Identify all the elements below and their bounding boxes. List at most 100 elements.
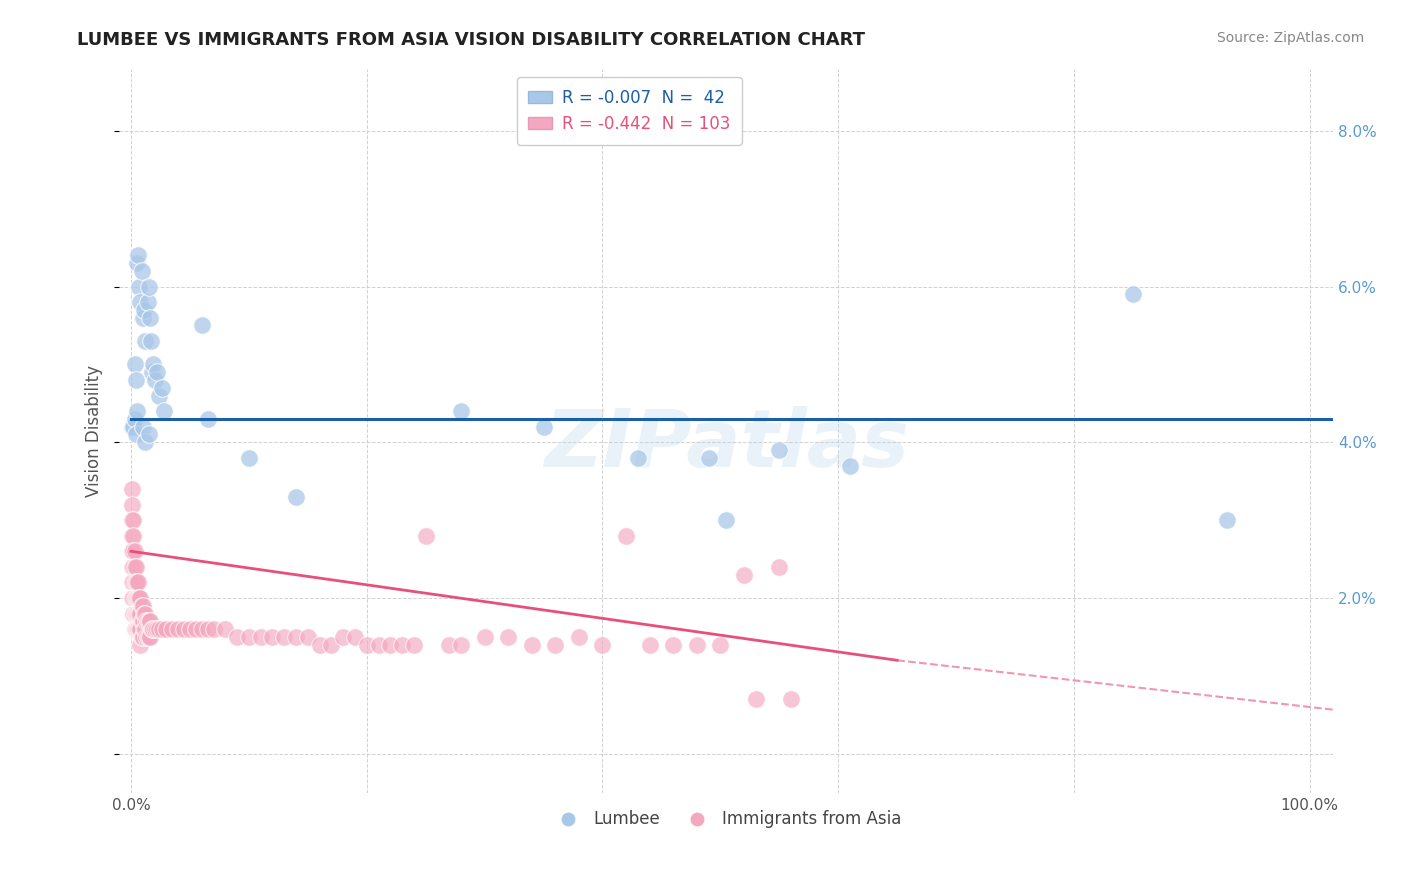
Point <box>132 599 155 613</box>
Point <box>135 615 157 629</box>
Point <box>125 427 148 442</box>
Point <box>744 692 766 706</box>
Point <box>321 638 343 652</box>
Point <box>148 388 170 402</box>
Point <box>146 365 169 379</box>
Point <box>136 615 159 629</box>
Point <box>121 591 143 605</box>
Point <box>124 591 146 605</box>
Point <box>332 630 354 644</box>
Point <box>142 622 165 636</box>
Point <box>122 607 145 621</box>
Point <box>780 692 803 706</box>
Point <box>125 607 148 621</box>
Point <box>146 622 169 636</box>
Point <box>124 559 146 574</box>
Point <box>132 615 155 629</box>
Point <box>179 622 201 636</box>
Point <box>450 404 472 418</box>
Point <box>121 529 143 543</box>
Point <box>132 622 155 636</box>
Point <box>191 622 214 636</box>
Point <box>768 443 790 458</box>
Point <box>128 622 150 636</box>
Point <box>136 295 159 310</box>
Point <box>125 622 148 636</box>
Point <box>139 630 162 644</box>
Point <box>709 638 731 652</box>
Point <box>138 279 160 293</box>
Point <box>132 310 155 325</box>
Point <box>238 450 260 465</box>
Point <box>129 638 152 652</box>
Point <box>138 427 160 442</box>
Point <box>226 630 249 644</box>
Point <box>121 498 143 512</box>
Legend: Lumbee, Immigrants from Asia: Lumbee, Immigrants from Asia <box>546 804 908 835</box>
Point <box>162 622 184 636</box>
Point <box>121 482 143 496</box>
Point <box>150 381 173 395</box>
Point <box>614 529 637 543</box>
Point <box>262 630 284 644</box>
Point <box>131 599 153 613</box>
Point <box>686 638 709 652</box>
Point <box>136 630 159 644</box>
Point <box>662 638 685 652</box>
Point <box>167 622 190 636</box>
Point <box>125 591 148 605</box>
Y-axis label: Vision Disability: Vision Disability <box>86 365 103 497</box>
Point <box>125 559 148 574</box>
Point <box>134 334 156 348</box>
Point <box>380 638 402 652</box>
Point <box>1122 287 1144 301</box>
Point <box>124 575 146 590</box>
Point <box>150 622 173 636</box>
Point <box>839 458 862 473</box>
Point <box>121 575 143 590</box>
Point <box>450 638 472 652</box>
Point <box>439 638 461 652</box>
Point <box>716 513 738 527</box>
Point <box>197 622 219 636</box>
Point <box>308 638 330 652</box>
Point <box>568 630 591 644</box>
Point <box>121 559 143 574</box>
Point <box>391 638 413 652</box>
Point <box>135 630 157 644</box>
Point <box>474 630 496 644</box>
Point <box>1216 513 1239 527</box>
Point <box>134 622 156 636</box>
Point <box>121 544 143 558</box>
Point <box>155 622 177 636</box>
Point <box>122 513 145 527</box>
Point <box>127 607 149 621</box>
Point <box>131 630 153 644</box>
Point <box>238 630 260 644</box>
Point <box>132 419 155 434</box>
Text: LUMBEE VS IMMIGRANTS FROM ASIA VISION DISABILITY CORRELATION CHART: LUMBEE VS IMMIGRANTS FROM ASIA VISION DI… <box>77 31 865 49</box>
Point <box>184 622 207 636</box>
Point <box>533 419 555 434</box>
Point <box>127 591 149 605</box>
Point <box>124 412 146 426</box>
Point <box>131 615 153 629</box>
Point <box>297 630 319 644</box>
Point <box>768 559 790 574</box>
Point <box>124 607 146 621</box>
Point <box>697 450 720 465</box>
Point <box>134 607 156 621</box>
Point <box>131 264 153 278</box>
Point <box>173 622 195 636</box>
Text: ZIPatlas: ZIPatlas <box>544 406 908 484</box>
Point <box>125 607 148 621</box>
Point <box>202 622 225 636</box>
Point <box>127 575 149 590</box>
Point <box>214 622 236 636</box>
Point <box>273 630 295 644</box>
Point <box>125 575 148 590</box>
Point <box>125 404 148 418</box>
Point <box>132 630 155 644</box>
Point <box>129 622 152 636</box>
Point <box>124 544 146 558</box>
